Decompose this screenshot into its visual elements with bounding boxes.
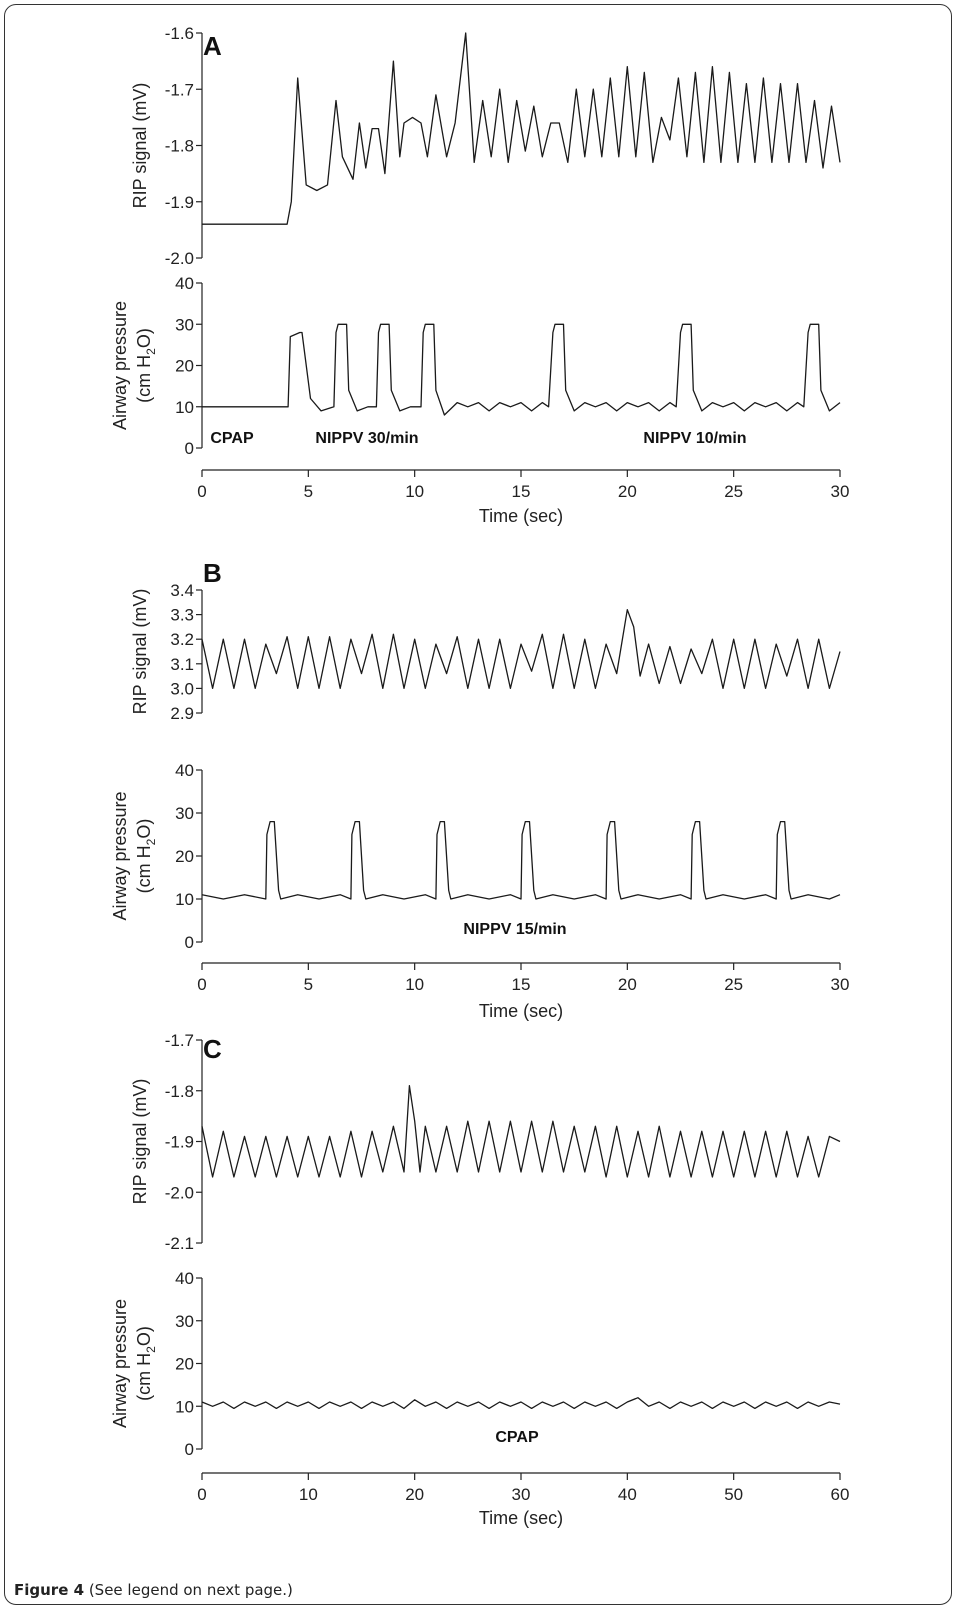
panel-B-pressure-trace bbox=[201, 820, 841, 900]
panel-C-pressure-y-tick-label: 30 bbox=[175, 1312, 194, 1331]
panel-B-rip-y-tick-label: 3.4 bbox=[170, 581, 194, 600]
panel-B: 2.9 3.0 3.1 3.2 3.3 3.4 RIP signal (mV) 0 10 20 30… bbox=[110, 558, 849, 1021]
panel-C: -2.1 -2.0 -1.9 -1.8 -1.7 RIP signal (mV) 0 10 20… bbox=[110, 1031, 849, 1528]
panel-B-x-tick-label: 20 bbox=[618, 975, 637, 994]
panel-A-x-tick-label: 30 bbox=[831, 482, 850, 501]
panel-C-pressure-y-tick-label: 10 bbox=[175, 1397, 194, 1416]
panel-A-pressure-y-tick-label: 10 bbox=[175, 398, 194, 417]
panel-B-rip-y-tick-label: 3.2 bbox=[170, 630, 194, 649]
panel-B-pressure-y-tick-label: 30 bbox=[175, 804, 194, 823]
panel-B-rip-trace bbox=[201, 609, 841, 690]
panel-C-x-tick-label: 50 bbox=[724, 1485, 743, 1504]
panel-C-x-tick-label: 30 bbox=[512, 1485, 531, 1504]
panel-C-x-tick-label: 20 bbox=[405, 1485, 424, 1504]
panel-A-pressure-y-label: Airway pressure bbox=[110, 301, 130, 430]
panel-A-label: A bbox=[203, 31, 222, 61]
panel-B-pressure-y-tick-label: 0 bbox=[185, 933, 194, 952]
panel-A-rip-y-tick-label: -1.7 bbox=[165, 80, 194, 99]
panel-B-x-label: Time (sec) bbox=[479, 1001, 563, 1021]
panel-A-x-tick-label: 15 bbox=[512, 482, 531, 501]
panel-B-pressure-y-label: Airway pressure bbox=[110, 791, 130, 920]
panel-B-x-tick-label: 10 bbox=[405, 975, 424, 994]
panel-C-rip-y-tick-label: -1.8 bbox=[165, 1082, 194, 1101]
panel-B-x-tick-label: 0 bbox=[197, 975, 206, 994]
panel-A-x-tick-label: 25 bbox=[724, 482, 743, 501]
panel-B-x-tick-label: 30 bbox=[831, 975, 850, 994]
panel-A-annotation: NIPPV 30/min bbox=[315, 430, 418, 447]
panel-C-rip-y-label: RIP signal (mV) bbox=[130, 1079, 150, 1205]
panel-C-x-tick-label: 0 bbox=[197, 1485, 206, 1504]
panel-A-pressure-trace bbox=[202, 323, 841, 416]
panel-C-rip-y-tick-label: -2.0 bbox=[165, 1183, 194, 1202]
panel-A-rip-y-tick-label: -1.6 bbox=[165, 24, 194, 43]
panel-A-rip-y-tick-label: -2.0 bbox=[165, 249, 194, 268]
panel-B-x-tick-label: 15 bbox=[512, 975, 531, 994]
panel-B-rip-y-label: RIP signal (mV) bbox=[130, 589, 150, 715]
panel-A-rip-trace bbox=[202, 32, 841, 225]
panel-C-label: C bbox=[203, 1034, 222, 1064]
panel-C-x-tick-label: 60 bbox=[831, 1485, 850, 1504]
panel-C-pressure-y-label: Airway pressure bbox=[110, 1299, 130, 1428]
panel-A-pressure-y-tick-label: 30 bbox=[175, 315, 194, 334]
panel-C-pressure-trace bbox=[201, 1397, 841, 1410]
panel-C-rip-y-tick-label: -1.7 bbox=[165, 1031, 194, 1050]
panel-A-pressure-y-tick-label: 0 bbox=[185, 439, 194, 458]
figure-caption: Figure 4 (See legend on next page.) bbox=[14, 1581, 293, 1599]
panel-B-annotation: NIPPV 15/min bbox=[463, 921, 566, 938]
panel-A: -2.0 -1.9 -1.8 -1.7 -1.6 RIP signal (mV) 0 10 20… bbox=[110, 24, 849, 526]
figure-label: Figure 4 bbox=[14, 1581, 85, 1599]
panel-B-label: B bbox=[203, 558, 222, 588]
panel-B-pressure-y-tick-label: 10 bbox=[175, 890, 194, 909]
panel-A-rip-y-label: RIP signal (mV) bbox=[130, 83, 150, 209]
panel-A-annotation: CPAP bbox=[210, 430, 254, 447]
panel-A-rip-y-tick-label: -1.8 bbox=[165, 137, 194, 156]
figure-frame bbox=[4, 4, 952, 1605]
panel-C-pressure-y-tick-label: 40 bbox=[175, 1269, 194, 1288]
panel-C-x-label: Time (sec) bbox=[479, 1508, 563, 1528]
panel-B-rip-y-tick-label: 3.3 bbox=[170, 606, 194, 625]
panel-C-pressure-y-tick-label: 0 bbox=[185, 1440, 194, 1459]
panel-A-x-tick-label: 10 bbox=[405, 482, 424, 501]
panel-B-rip-y-tick-label: 2.9 bbox=[170, 704, 194, 723]
panel-A-pressure-y-label-units: (cm H2O) bbox=[134, 328, 158, 403]
panel-C-x-tick-label: 40 bbox=[618, 1485, 637, 1504]
panel-B-x-tick-label: 5 bbox=[304, 975, 313, 994]
panel-C-rip-trace bbox=[201, 1085, 841, 1178]
panel-B-x-tick-label: 25 bbox=[724, 975, 743, 994]
panel-B-pressure-y-tick-label: 20 bbox=[175, 847, 194, 866]
panel-B-pressure-y-label-units: (cm H2O) bbox=[134, 819, 158, 894]
panel-A-x-tick-label: 5 bbox=[304, 482, 313, 501]
panel-B-rip-y-tick-label: 3.1 bbox=[170, 655, 194, 674]
panel-A-rip-y-tick-label: -1.9 bbox=[165, 193, 194, 212]
panel-A-x-label: Time (sec) bbox=[479, 506, 563, 526]
panel-C-annotation: CPAP bbox=[495, 1429, 539, 1446]
panel-C-pressure-y-label-units: (cm H2O) bbox=[134, 1326, 158, 1401]
panel-A-pressure-y-tick-label: 20 bbox=[175, 357, 194, 376]
panel-A-annotation: NIPPV 10/min bbox=[643, 430, 746, 447]
figure-legend-note: (See legend on next page.) bbox=[88, 1581, 293, 1599]
panel-C-pressure-y-tick-label: 20 bbox=[175, 1355, 194, 1374]
panel-C-rip-y-tick-label: -1.9 bbox=[165, 1133, 194, 1152]
panel-B-rip-y-tick-label: 3.0 bbox=[170, 679, 194, 698]
panel-C-x-tick-label: 10 bbox=[299, 1485, 318, 1504]
panel-C-rip-y-tick-label: -2.1 bbox=[165, 1234, 194, 1253]
panel-A-x-tick-label: 0 bbox=[197, 482, 206, 501]
panel-B-pressure-y-tick-label: 40 bbox=[175, 761, 194, 780]
panel-A-x-tick-label: 20 bbox=[618, 482, 637, 501]
panel-A-pressure-y-tick-label: 40 bbox=[175, 274, 194, 293]
